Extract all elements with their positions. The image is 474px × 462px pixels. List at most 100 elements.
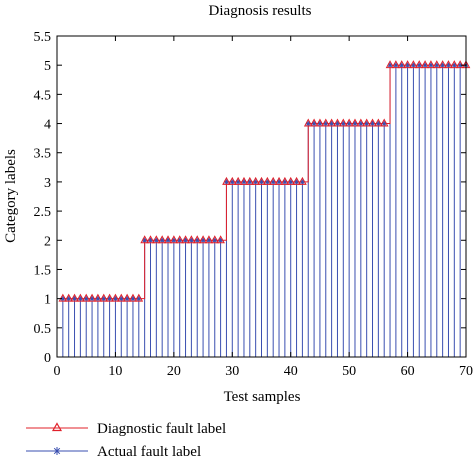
diagnostic-point xyxy=(157,235,167,244)
diagnostic-point xyxy=(333,118,342,127)
diagnostic-point xyxy=(187,235,196,244)
diagnostic-point xyxy=(356,118,366,127)
diagnostic-point xyxy=(169,235,179,244)
y-axis-label: Category labels xyxy=(3,149,19,243)
diagnostic-point xyxy=(227,176,237,185)
diagnostic-point xyxy=(151,235,161,244)
y-tick-label: 5 xyxy=(44,59,51,74)
diagnostic-point xyxy=(268,176,278,185)
diagnostic-point xyxy=(93,293,103,302)
chart-title: Diagnosis results xyxy=(209,3,312,19)
x-tick-label: 30 xyxy=(225,364,239,379)
diagnostic-point xyxy=(210,235,220,244)
diagnostic-point xyxy=(111,293,120,302)
diagnostic-point xyxy=(233,176,243,185)
diagnostic-point xyxy=(99,293,109,302)
stem-lines xyxy=(62,65,467,357)
diagnostic-point xyxy=(222,176,231,185)
y-tick-label: 3 xyxy=(44,176,51,191)
diagnostic-point xyxy=(298,176,307,185)
x-tick-label: 70 xyxy=(459,364,473,379)
y-tick-label: 2 xyxy=(44,234,51,249)
diagnostic-point xyxy=(385,60,395,69)
diagnostic-point xyxy=(414,60,424,69)
diagnostic-point xyxy=(432,60,442,69)
diagnostic-point xyxy=(216,235,225,244)
x-axis-label: Test samples xyxy=(224,389,301,405)
diagnostic-point xyxy=(438,60,447,69)
diagnostic-point xyxy=(245,176,255,185)
diagnostic-point xyxy=(379,118,389,127)
diagnostic-point xyxy=(181,235,190,244)
diagnostic-point xyxy=(362,118,372,127)
diagnostic-point xyxy=(286,176,296,185)
diagnostic-point xyxy=(192,235,202,244)
diagnostic-point xyxy=(444,60,453,69)
legend-star-glyph xyxy=(53,447,61,455)
diagnostic-point xyxy=(76,293,85,302)
diagnostic-point xyxy=(426,60,436,69)
diagnostic-point xyxy=(292,176,301,185)
diagnostic-point xyxy=(64,293,74,302)
legend-label-diagnostic: Diagnostic fault label xyxy=(97,421,226,437)
y-tick-label: 3.5 xyxy=(34,147,52,162)
diagnostic-point xyxy=(116,293,126,302)
diagnostic-point xyxy=(81,293,91,302)
diagnostic-point xyxy=(146,235,155,244)
y-tick-label: 1.5 xyxy=(34,263,52,278)
legend: Diagnostic fault label Actual fault labe… xyxy=(26,421,226,460)
diagnostic-point xyxy=(374,118,383,127)
diagnostic-point xyxy=(128,293,138,302)
y-tick-label: 0 xyxy=(44,351,51,366)
x-tick-label: 50 xyxy=(342,364,356,379)
diagnostic-point xyxy=(449,60,459,69)
diagnostic-point xyxy=(303,118,313,127)
y-tick-label: 4 xyxy=(44,118,51,133)
plot-frame xyxy=(56,35,467,358)
x-tick-label: 40 xyxy=(284,364,298,379)
x-axis-ticks: 0 10 20 30 40 50 60 70 xyxy=(54,36,473,379)
x-tick-label: 0 xyxy=(54,364,61,379)
diagnostic-point xyxy=(391,60,401,69)
diagnostic-point xyxy=(251,176,260,185)
marker-layer xyxy=(58,60,471,302)
diagnostic-point xyxy=(70,293,79,302)
diagnostic-point xyxy=(455,60,465,69)
diagnostic-point xyxy=(327,118,336,127)
diagnostic-point xyxy=(239,176,249,185)
diagnostic-point xyxy=(140,235,149,244)
diagnostic-line xyxy=(62,64,466,300)
diagnostic-point xyxy=(397,60,407,69)
diagnostic-point xyxy=(409,60,418,69)
diagnostic-point xyxy=(198,235,208,244)
legend-marker-actual xyxy=(53,447,61,455)
diagnostic-point xyxy=(403,60,412,69)
diagnostic-point xyxy=(309,118,319,127)
y-tick-label: 1 xyxy=(44,293,51,308)
diagnostic-point xyxy=(257,176,266,185)
diagnostic-point xyxy=(274,176,284,185)
diagnostic-point xyxy=(315,118,325,127)
y-tick-label: 0.5 xyxy=(34,322,52,337)
y-axis-ticks: 0 0.5 1 1.5 2 2.5 3 3.5 4 4.5 5 5.5 xyxy=(34,30,466,366)
diagnostic-point xyxy=(350,118,360,127)
diagnostic-point xyxy=(420,60,430,69)
diagnostic-point xyxy=(368,118,377,127)
x-tick-label: 10 xyxy=(108,364,122,379)
diagnostic-point xyxy=(58,293,68,302)
diagnostic-point xyxy=(87,293,97,302)
diagnostic-point xyxy=(175,235,185,244)
diagnostic-point xyxy=(263,176,272,185)
x-tick-label: 60 xyxy=(401,364,415,379)
diagnostic-point xyxy=(134,293,144,302)
diagnostic-point xyxy=(280,176,290,185)
y-tick-label: 5.5 xyxy=(34,30,52,45)
diagnostic-point xyxy=(338,118,348,127)
x-tick-label: 20 xyxy=(167,364,181,379)
legend-label-actual: Actual fault label xyxy=(97,444,201,460)
diagnostic-point xyxy=(204,235,214,244)
y-tick-label: 2.5 xyxy=(34,205,52,220)
diagnostic-point xyxy=(321,118,331,127)
diagnostic-point xyxy=(344,118,354,127)
